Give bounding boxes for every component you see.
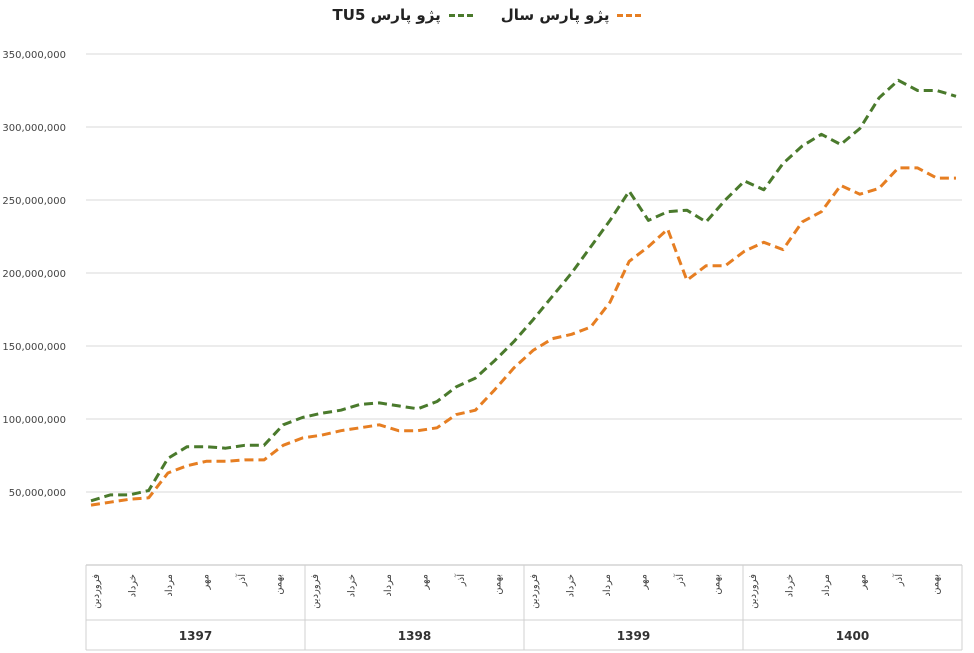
x-tick-label: بهمن: [492, 574, 503, 595]
x-tick-label: مرداد: [383, 574, 394, 597]
x-tick-label: فروردین: [91, 574, 102, 609]
x-tick-label: مهر: [419, 574, 430, 590]
x-tick-label: مرداد: [602, 574, 613, 597]
x-tick-label: آذر: [235, 573, 248, 587]
chart-legend: پژو پارس سال پژو پارس TU5: [0, 6, 974, 24]
year-label: 1398: [398, 629, 431, 643]
x-tick-label: فروردین: [310, 574, 321, 609]
y-tick-label: 250,000,000: [2, 196, 66, 207]
legend-swatch-sal: [617, 13, 642, 17]
x-tick-label: خرداد: [565, 574, 576, 597]
series-line-1: [90, 166, 956, 507]
x-tick-label: خرداد: [346, 574, 357, 597]
x-tick-label: بهمن: [930, 574, 941, 595]
x-tick-label: آذر: [892, 573, 905, 587]
year-label: 1400: [836, 629, 869, 643]
legend-swatch-tu5: [448, 13, 473, 17]
x-tick-label: آذر: [454, 573, 467, 587]
y-tick-label: 50,000,000: [9, 488, 66, 499]
series-line-0: [90, 78, 957, 503]
x-tick-label: مرداد: [821, 574, 832, 597]
y-tick-label: 100,000,000: [2, 415, 66, 426]
y-tick-label: 350,000,000: [2, 50, 66, 61]
x-tick-label: مهر: [200, 574, 211, 590]
x-tick-label: بهمن: [711, 574, 722, 595]
x-tick-label: آذر: [673, 573, 686, 587]
y-tick-label: 150,000,000: [2, 342, 66, 353]
x-tick-label: بهمن: [273, 574, 284, 595]
year-label: 1397: [179, 629, 212, 643]
year-label: 1399: [617, 629, 650, 643]
x-tick-label: مهر: [638, 574, 649, 590]
x-tick-label: خرداد: [784, 574, 795, 597]
x-tick-label: فروردین: [529, 574, 540, 609]
x-tick-label: خرداد: [127, 574, 138, 597]
legend-item-sal: پژو پارس سال: [501, 6, 642, 24]
legend-label-sal: پژو پارس سال: [500, 6, 610, 24]
y-tick-label: 200,000,000: [2, 269, 66, 280]
legend-label-tu5: پژو پارس TU5: [332, 6, 441, 24]
x-tick-label: مرداد: [164, 574, 175, 597]
legend-item-tu5: پژو پارس TU5: [333, 6, 473, 24]
x-tick-label: مهر: [857, 574, 868, 590]
y-tick-label: 300,000,000: [2, 123, 66, 134]
x-tick-label: فروردین: [748, 574, 759, 609]
